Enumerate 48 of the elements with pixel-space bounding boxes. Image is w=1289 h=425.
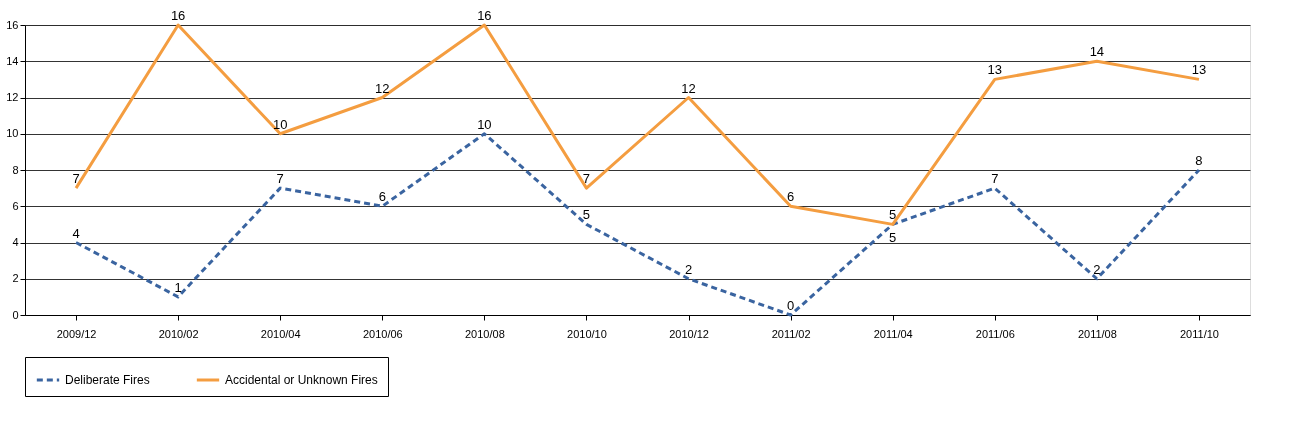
data-label: 14 (1089, 44, 1105, 60)
y-tick-label: 10 (6, 127, 19, 140)
y-tick-label: 2 (12, 272, 19, 285)
data-label: 6 (787, 189, 795, 205)
data-label: 16 (477, 8, 492, 23)
x-tick-label: 2011/06 (975, 327, 1015, 340)
legend-label: Accidental or Unknown Fires (225, 373, 378, 387)
y-tick-label: 8 (12, 163, 19, 176)
data-label: 12 (375, 80, 390, 96)
data-label: 13 (1191, 62, 1207, 78)
data-label: 13 (987, 62, 1003, 78)
data-label: 5 (889, 207, 897, 223)
y-tick-label: 0 (12, 308, 19, 321)
data-label: 7 (276, 171, 284, 187)
data-label: 16 (170, 8, 186, 23)
x-tick-label: 2011/08 (1077, 327, 1117, 340)
x-tick-label: 2010/12 (669, 327, 709, 340)
data-label: 8 (1195, 153, 1203, 168)
data-label: 1 (174, 279, 182, 295)
legend-label: Deliberate Fires (65, 373, 150, 387)
x-tick-label: 2011/02 (771, 327, 811, 340)
data-label: 6 (378, 189, 386, 205)
x-tick-label: 2011/04 (873, 327, 913, 340)
data-label: 7 (72, 171, 80, 187)
data-label: 4 (72, 225, 80, 241)
y-tick-label: 6 (12, 199, 19, 212)
x-tick-label: 2010/06 (362, 327, 403, 340)
x-tick-label: 2009/12 (56, 327, 97, 340)
x-tick-label: 2010/08 (464, 327, 505, 340)
data-label: 7 (991, 171, 999, 187)
data-label: 10 (272, 116, 288, 132)
y-tick-label: 16 (6, 18, 19, 31)
data-label: 5 (582, 207, 591, 223)
y-tick-label: 4 (12, 236, 19, 248)
data-label: 7 (582, 171, 591, 187)
y-tick-label: 12 (6, 91, 19, 103)
y-tick-label: 14 (6, 54, 19, 67)
data-label: 12 (681, 80, 696, 96)
data-label: 10 (477, 116, 492, 132)
x-tick-label: 2010/10 (567, 327, 607, 340)
x-tick-label: 2010/02 (158, 327, 199, 340)
x-tick-label: 2011/10 (1179, 327, 1219, 340)
line-series (74, 132, 1201, 317)
data-label: 2 (684, 261, 693, 277)
data-label: 2 (1093, 261, 1101, 277)
data-label: 0 (787, 298, 795, 313)
data-label: 5 (889, 230, 897, 246)
x-tick-label: 2010/04 (260, 327, 301, 340)
